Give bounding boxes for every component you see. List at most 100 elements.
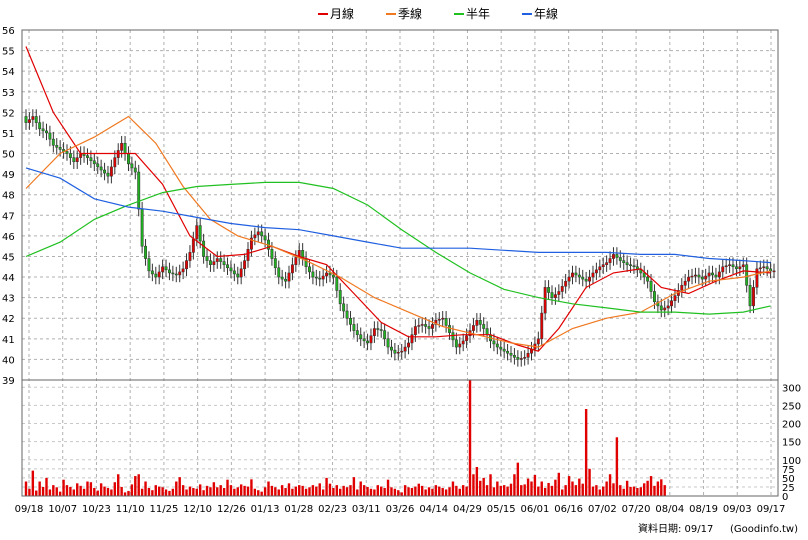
candle-body	[34, 116, 38, 123]
candle-body	[311, 271, 315, 278]
x-tick-label: 06/01	[520, 504, 549, 515]
volume-bar	[284, 488, 287, 496]
candle-body	[639, 269, 643, 274]
volume-bar	[222, 488, 226, 496]
volume-bar	[127, 490, 130, 496]
volume-bar	[154, 485, 157, 496]
candle-body	[444, 317, 448, 326]
volume-bar	[547, 482, 550, 496]
volume-bar	[332, 488, 335, 496]
candle-body	[550, 292, 554, 298]
candle-body	[338, 290, 342, 305]
volume-bar	[653, 485, 656, 496]
candle-body	[591, 272, 595, 278]
volume-bar	[257, 490, 260, 496]
volume-bar	[414, 486, 417, 496]
candle-body	[321, 275, 325, 280]
candle-body	[55, 145, 59, 148]
volume-bar	[513, 474, 516, 496]
candle-body	[461, 340, 465, 345]
candle-body	[700, 276, 704, 280]
candle-body	[287, 272, 291, 282]
volume-bar	[540, 481, 543, 496]
price-tick-label: 51	[2, 129, 15, 140]
volume-bar	[219, 485, 222, 496]
volume-bar	[386, 479, 390, 496]
candle-body	[27, 119, 31, 123]
volume-bar	[202, 490, 205, 496]
price-tick-label: 56	[2, 26, 15, 37]
volume-bar	[605, 481, 608, 496]
x-axis: 09/18 10/07 10/23 11/10 11/25 12/10 12/26 01/13…	[15, 504, 786, 515]
candle-body	[653, 291, 656, 303]
candle-body	[328, 272, 332, 276]
price-tick-label: 50	[2, 150, 15, 161]
volume-bar	[608, 474, 612, 496]
candle-body	[557, 291, 561, 295]
volume-panel-border	[21, 379, 779, 497]
price-tick-label: 46	[2, 232, 15, 243]
volume-bar	[277, 489, 280, 496]
price-tick-label: 39	[2, 376, 15, 387]
candle-body	[75, 157, 79, 163]
candle-body	[772, 270, 776, 273]
candle-body	[687, 276, 691, 282]
volume-bar	[646, 480, 649, 496]
volume-bar	[342, 485, 345, 496]
ma-line-1	[25, 115, 771, 348]
price-axis: 39 40 41 42 43 44 45 46 47 48 49 50 51 52 53 54 55 56	[2, 26, 15, 387]
candle-body	[45, 130, 48, 134]
volume-bar	[390, 487, 393, 496]
candle-body	[352, 324, 356, 331]
x-tick-label: 08/04	[655, 504, 684, 515]
candle-body	[622, 260, 626, 263]
candle-body	[612, 254, 615, 259]
candle-body	[24, 116, 28, 123]
volume-bar	[35, 490, 38, 496]
volume-bar	[298, 485, 301, 496]
candle-body	[106, 172, 110, 177]
ma-line-2	[25, 181, 771, 315]
volume-bar	[444, 489, 448, 496]
candle-body	[451, 332, 455, 341]
candle-body	[663, 307, 667, 311]
candle-body	[697, 274, 701, 278]
volume-bar	[226, 479, 229, 496]
candle-body	[441, 317, 445, 320]
volume-tick-label: 25	[782, 483, 795, 494]
candle-body	[243, 260, 247, 270]
candle-body	[448, 325, 451, 333]
moving-average-lines	[25, 46, 771, 352]
volume-bar	[455, 485, 458, 496]
candle-body	[430, 324, 434, 329]
candle-body	[277, 267, 281, 278]
volume-bar	[584, 409, 588, 496]
x-tick-label: 06/16	[554, 504, 583, 515]
candle-body	[673, 295, 677, 301]
candle-body	[253, 234, 257, 239]
volume-bar	[117, 474, 120, 496]
volume-bar	[588, 468, 591, 496]
volume-tick-label: 250	[782, 401, 801, 412]
candle-body	[625, 262, 629, 265]
volume-bar	[192, 488, 195, 496]
volume-bar	[301, 485, 304, 496]
candle-body	[413, 326, 417, 335]
volume-bar	[321, 489, 325, 496]
candle-body	[724, 265, 728, 268]
candle-body	[386, 338, 390, 348]
volume-bar	[612, 483, 615, 496]
volume-bar	[140, 488, 144, 496]
candle-body	[185, 260, 188, 270]
volume-bar	[554, 479, 557, 496]
candle-body	[205, 256, 209, 261]
volume-bar	[393, 488, 397, 496]
candle-body	[536, 338, 540, 345]
candle-body	[349, 317, 352, 325]
candle-body	[670, 300, 673, 307]
candle-body	[762, 266, 766, 269]
candle-body	[181, 268, 185, 273]
volume-bar	[376, 485, 380, 496]
candle-body	[318, 277, 322, 280]
